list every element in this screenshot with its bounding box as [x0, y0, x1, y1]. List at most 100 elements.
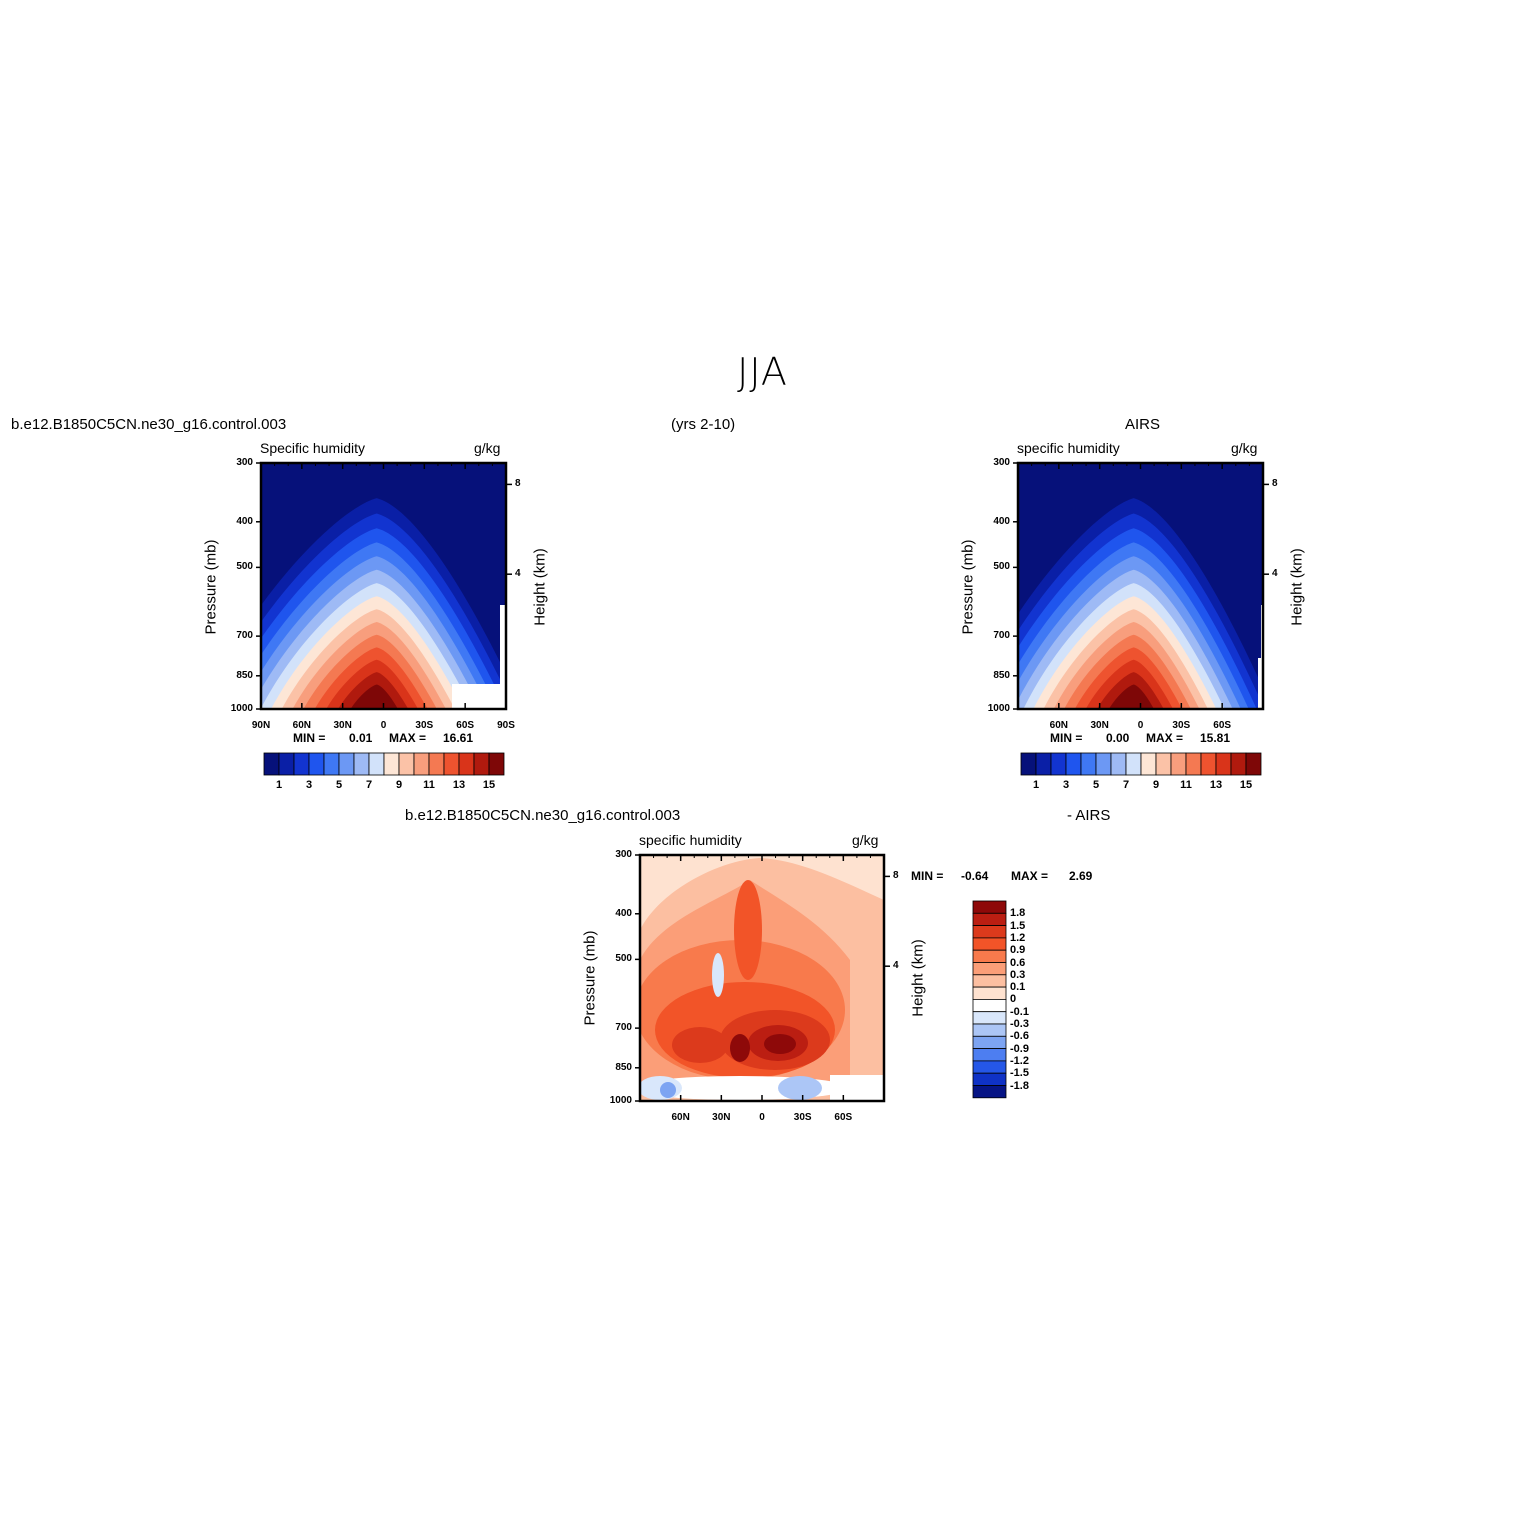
colorbar-obs-swatch: [1110, 752, 1127, 776]
panel-model-lat-tick-label: 60S: [456, 720, 475, 731]
colorbar-obs-label: 3: [1062, 779, 1070, 791]
colorbar-diff-label: 1.5: [1010, 919, 1026, 932]
colorbar-model-swatch: [383, 752, 400, 776]
panel-diff-lat-tick-label: 30S: [793, 1112, 812, 1123]
panel-obs-max-value: 15.81: [1200, 731, 1231, 745]
colorbar-obs-swatch: [1185, 752, 1202, 776]
colorbar-obs-label: 9: [1152, 779, 1160, 791]
panel-diff-contour-level: [712, 953, 724, 997]
colorbar-diff-swatch: [972, 962, 1007, 976]
colorbar-model-swatch: [413, 752, 430, 776]
colorbar-model-label: 1: [275, 779, 283, 791]
diff-obs-label: - AIRS: [1067, 807, 1111, 824]
panel-diff-pressure-tick-label: 500: [615, 953, 632, 965]
colorbar-diff-label: -0.3: [1010, 1018, 1029, 1030]
panel-obs-pressure-tick-label: 300: [993, 457, 1010, 468]
colorbar-diff-swatch: [972, 1072, 1007, 1086]
colorbar-model-swatch: [323, 752, 340, 776]
panel-model-pressure-tick-label: 300: [236, 457, 253, 468]
panel-obs-units: g/kg: [1231, 440, 1258, 456]
panel-model-lat-tick-label: 0: [380, 720, 387, 731]
panel-diff-contour-level: [660, 1082, 676, 1098]
panel-model-height-tick-label: 4: [515, 568, 521, 580]
colorbar-obs-label: 13: [1209, 779, 1223, 791]
colorbar-model-label: 7: [365, 779, 373, 791]
colorbar-obs-swatch: [1230, 752, 1247, 776]
case-label-left: b.e12.B1850C5CN.ne30_g16.control.003: [11, 416, 287, 433]
panel-diff-contour-level: [778, 1076, 822, 1100]
colorbar-diff-swatch: [972, 986, 1007, 1000]
panel-model-min-value: 0.01: [349, 731, 373, 745]
panel-model-variable: Specific humidity: [260, 440, 366, 456]
panel-diff-pressure-tick-label: 300: [615, 849, 632, 860]
colorbar-diff-label: 0.9: [1010, 944, 1026, 957]
panel-model-missing-data: [500, 605, 506, 709]
colorbar-obs-swatch: [1125, 752, 1142, 776]
colorbar-diff-swatch: [972, 974, 1007, 988]
panel-diff-contours: [640, 855, 884, 1101]
panel-model-lat-tick-label: 90S: [497, 720, 515, 731]
colorbar-diff-swatch: [972, 925, 1007, 939]
colorbar-obs-swatch: [1140, 752, 1157, 776]
panel-diff-missing-data: [830, 1075, 884, 1101]
colorbar-obs-swatch: [1020, 752, 1037, 776]
panel-diff-contour-level: [734, 880, 762, 980]
panel-diff-pressure-tick-label: 400: [615, 907, 632, 919]
panel-model-missing-data: [452, 684, 506, 709]
colorbar-model-swatch: [293, 752, 310, 776]
colorbar-obs-swatch: [1245, 752, 1262, 776]
colorbar-model-swatch: [473, 752, 490, 776]
panel-obs-contours: [1018, 463, 1263, 709]
colorbar-model-label: 9: [395, 779, 403, 791]
panel-diff-min-label: MIN =: [911, 869, 944, 883]
colorbar-model-swatch: [338, 752, 355, 776]
panel-model-pressure-tick-label: 500: [236, 561, 253, 573]
panel-obs-pressure-tick-label: 850: [993, 669, 1010, 681]
colorbar-diff-label: 1.8: [1010, 907, 1026, 920]
panel-diff-pressure-tick-label: 700: [615, 1022, 632, 1034]
panel-model-lat-tick-label: 30N: [333, 720, 352, 731]
colorbar-diff-swatch: [972, 1060, 1007, 1074]
colorbar-obs-label: 1: [1032, 779, 1040, 791]
panel-diff-pressure-tick-label: 850: [615, 1061, 632, 1073]
colorbar-model-label: 5: [335, 779, 343, 791]
panel-model-min-label: MIN =: [293, 731, 326, 745]
panel-diff-units: g/kg: [852, 832, 879, 848]
panel-diff-contour-level: [730, 1034, 750, 1062]
colorbar-obs-swatch: [1035, 752, 1052, 776]
panel-diff-max-value: 2.69: [1069, 869, 1093, 883]
colorbar-model-swatch: [278, 752, 295, 776]
panel-diff-lat-tick-label: 60N: [671, 1112, 690, 1123]
colorbar-obs-label: 15: [1239, 779, 1253, 791]
panel-model-contour-level: [350, 684, 398, 709]
colorbar-diff-label: -1.8: [1010, 1079, 1029, 1092]
colorbar-diff-swatch: [972, 900, 1007, 914]
panel-obs-height-tick-label: 4: [1272, 568, 1278, 580]
figure-title: JJA: [737, 350, 788, 394]
panel-obs-min-value: 0.00: [1106, 731, 1130, 745]
colorbar-obs-swatch: [1170, 752, 1187, 776]
panel-model-height-tick-label: 8: [515, 478, 521, 490]
colorbar-model-label: 11: [423, 779, 435, 791]
colorbar-diff-label: 1.2: [1010, 931, 1026, 944]
panel-model-pressure-tick-label: 1000: [230, 703, 253, 714]
colorbar-diff-swatch: [972, 1085, 1007, 1099]
panel-diff-lat-tick-label: 60S: [834, 1112, 853, 1123]
panel-diff-lat-tick-label: 0: [759, 1112, 765, 1123]
colorbar-diff-label: 0: [1010, 993, 1017, 1006]
panel-obs-lat-tick-label: 30N: [1090, 720, 1109, 731]
panel-obs-variable: specific humidity: [1017, 440, 1120, 456]
colorbar-model-swatch: [443, 752, 460, 776]
panel-obs-min-label: MIN =: [1050, 731, 1083, 745]
panel-obs-contour-level: [1108, 684, 1154, 709]
panel-model-units: g/kg: [474, 440, 501, 456]
panel-diff-min-value: -0.64: [961, 869, 989, 883]
colorbar-model-swatch: [458, 752, 475, 776]
panel-diff-height-tick-label: 4: [893, 960, 899, 972]
panel-obs-pressure-tick-label: 500: [993, 561, 1010, 573]
colorbar-model-swatch: [428, 752, 445, 776]
colorbar-diff-label: -0.6: [1010, 1030, 1029, 1043]
colorbar-diff-label: -0.1: [1010, 1005, 1029, 1018]
panel-obs-pressure-tick-label: 400: [993, 515, 1010, 527]
